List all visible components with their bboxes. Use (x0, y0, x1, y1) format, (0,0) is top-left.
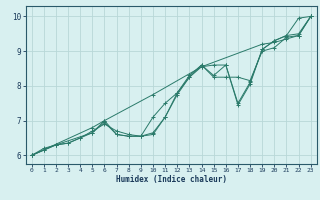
X-axis label: Humidex (Indice chaleur): Humidex (Indice chaleur) (116, 175, 227, 184)
